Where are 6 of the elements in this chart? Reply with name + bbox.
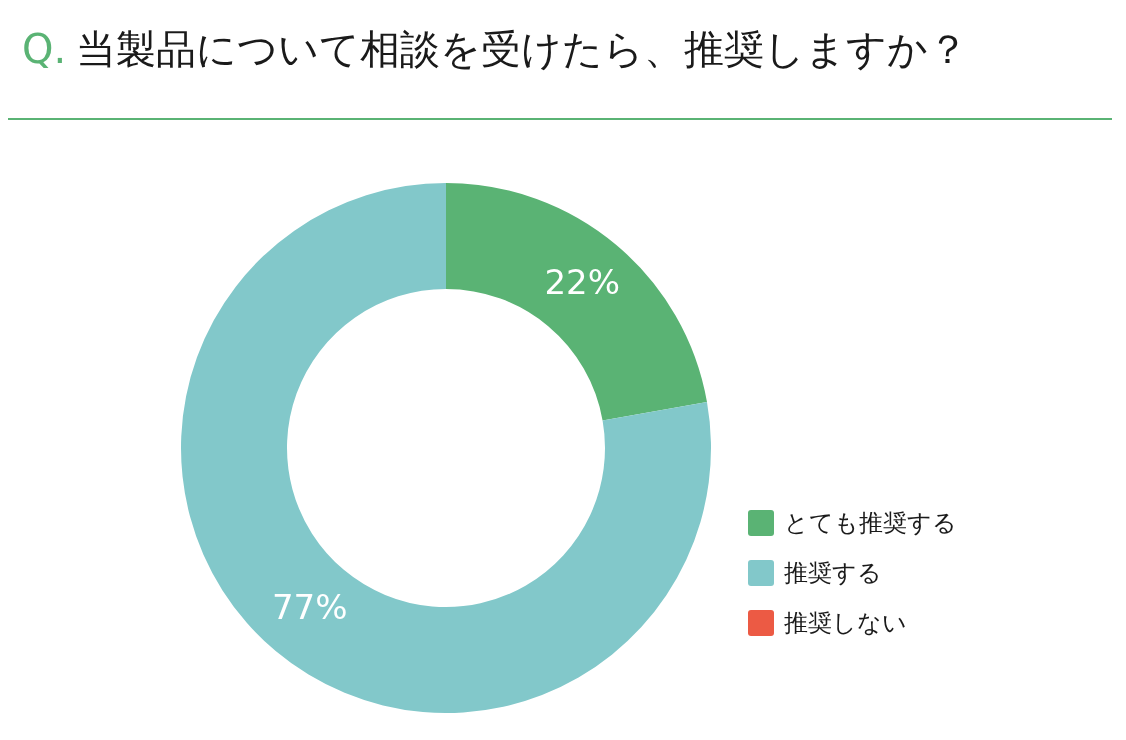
- data-label: 22%: [544, 262, 621, 303]
- legend-label: とても推奨する: [784, 508, 957, 539]
- data-label: 77%: [271, 587, 348, 628]
- chart-title: Q. 当製品について相談を受けたら、推奨しますか？: [22, 25, 969, 74]
- legend-label: 推奨する: [784, 558, 882, 589]
- legend-label: 推奨しない: [784, 608, 907, 639]
